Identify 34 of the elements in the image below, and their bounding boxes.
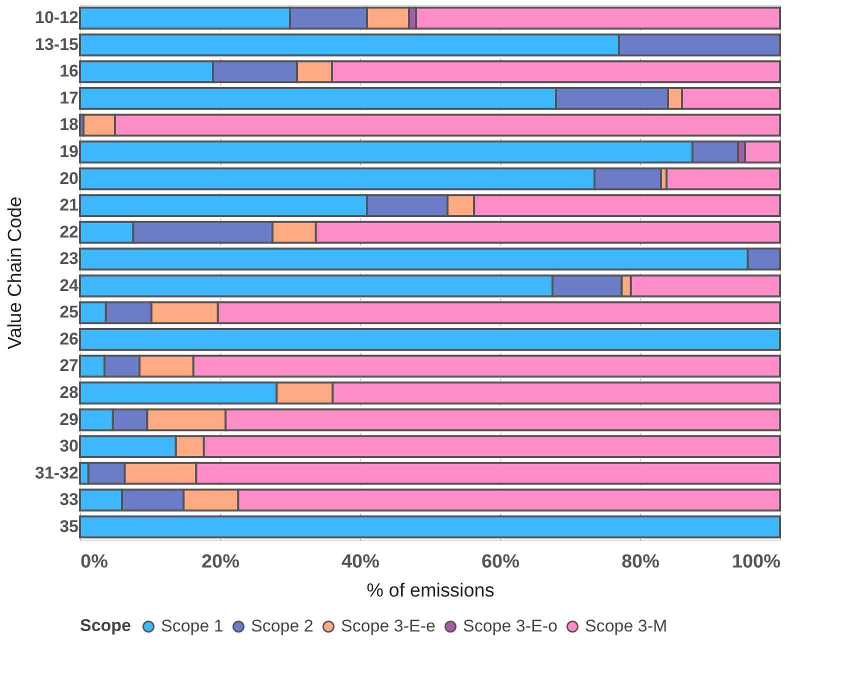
x-tick-label: 0% bbox=[80, 552, 108, 572]
legend-label: Scope 3-E-e bbox=[341, 616, 436, 636]
y-tick-label: 29 bbox=[60, 410, 78, 429]
legend-label: Scope 3-E-o bbox=[463, 616, 558, 636]
legend-label: Scope 1 bbox=[161, 616, 224, 636]
x-tick-label: 100% bbox=[732, 552, 781, 572]
legend-label: Scope 3-M bbox=[585, 616, 668, 636]
y-tick-label: 25 bbox=[60, 302, 78, 322]
y-tick-label: 28 bbox=[60, 382, 78, 402]
y-tick-label: 27 bbox=[60, 356, 78, 376]
y-tick-label: 23 bbox=[60, 249, 78, 268]
y-tick-label: 17 bbox=[60, 88, 78, 108]
y-tick-label: 16 bbox=[60, 62, 78, 81]
y-tick-label: 24 bbox=[60, 276, 80, 295]
y-tick-label: 13-15 bbox=[35, 34, 78, 54]
y-tick-label: 30 bbox=[60, 436, 78, 456]
y-tick-label: 20 bbox=[60, 168, 78, 188]
x-tick-label: 80% bbox=[621, 552, 660, 572]
x-tick-label: 20% bbox=[201, 552, 240, 572]
x-tick-label: 40% bbox=[341, 552, 380, 572]
y-tick-label: 22 bbox=[60, 222, 78, 242]
y-tick-label: 35 bbox=[60, 516, 78, 536]
y-tick-label: 10-12 bbox=[35, 8, 78, 28]
legend-title: Scope bbox=[80, 616, 132, 635]
y-tick-label: 18 bbox=[60, 115, 78, 134]
y-tick-label: 33 bbox=[60, 490, 78, 510]
y-tick-label: 26 bbox=[60, 329, 78, 348]
x-tick-label: 60% bbox=[481, 552, 520, 572]
legend-label: Scope 2 bbox=[251, 616, 314, 636]
y-axis-title: Value Chain Code bbox=[5, 196, 26, 350]
x-axis-title: % of emissions bbox=[366, 580, 494, 602]
y-tick-label: 31-32 bbox=[35, 463, 78, 482]
y-tick-label: 19 bbox=[60, 142, 78, 162]
y-tick-label: 21 bbox=[60, 196, 78, 215]
